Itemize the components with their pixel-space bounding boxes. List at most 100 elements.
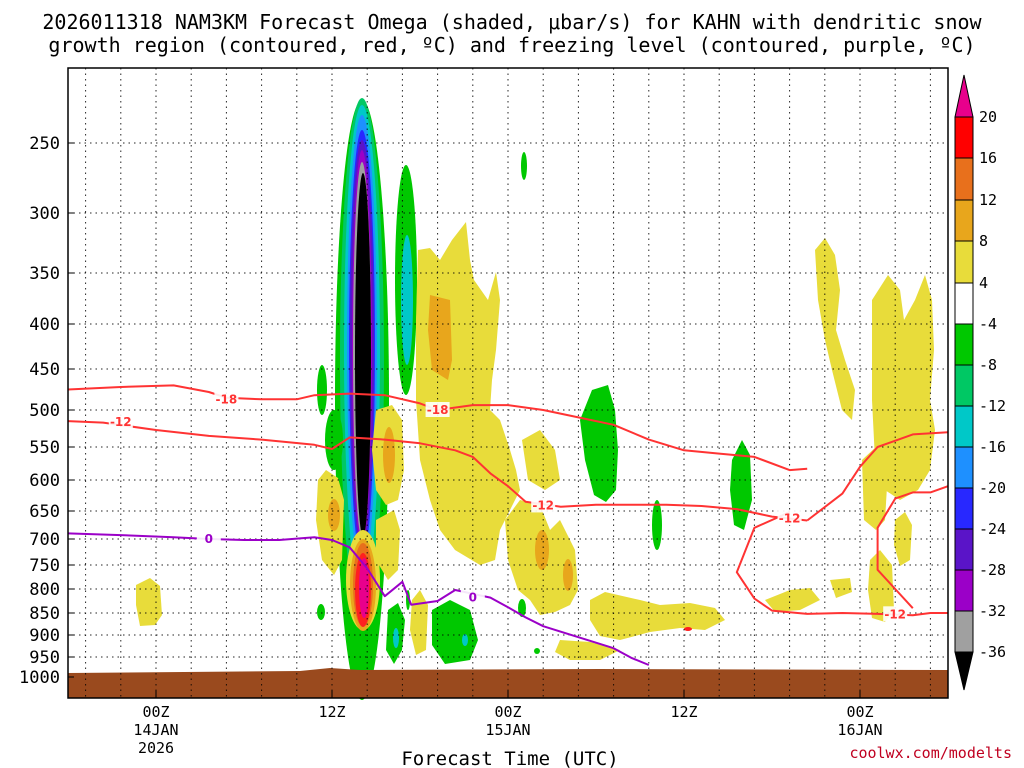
y-tick-label-900: 900 [29,626,60,646]
x-tick-label-0: 00Z [142,703,169,721]
omega-yellow-center-2 [522,430,560,490]
colorbar-label-10: -24 [979,520,1006,538]
y-tick-label-950: 950 [29,648,60,668]
omega-green-top-dot [521,152,527,180]
y-tick-label-350: 350 [29,264,60,284]
omega-yellow-east-3 [862,445,888,530]
contour-label-7: 0 [469,591,477,605]
contour-line-5 [67,532,650,666]
omega-column-core [355,173,371,537]
omega-green-center-2 [730,440,752,530]
y-tick-label-600: 600 [29,471,60,491]
colorbar-bottom-arrow [954,651,974,691]
x-tick-year-0: 2026 [138,739,174,757]
x-axis-label: Forecast Time (UTC) [401,748,618,768]
omega-orange-center-1 [535,530,549,570]
colorbar-segment-7 [954,405,974,448]
contour-lines: -18 -18 -12 -12 -12 -12 0 0 [67,384,949,666]
omega-yellow-bottom-band-2 [555,640,620,660]
omega-yellow-lower-mid [410,590,428,655]
colorbar-segment-6 [954,364,974,407]
x-tick-date-0: 14JAN [133,721,178,739]
y-tick-label-850: 850 [29,604,60,624]
colorbar-segment-1 [954,157,974,201]
grid-lines [68,68,948,698]
y-tick-label-550: 550 [29,438,60,458]
colorbar-segment-0 [954,116,974,159]
colorbar-label-0: 20 [979,108,997,126]
omega-green-blob-2 [325,410,343,470]
colorbar-label-4: 4 [979,274,988,292]
y-tick-label-800: 800 [29,580,60,600]
contour-label-bg-1 [425,402,450,417]
omega-updraft2-cyan [401,235,413,365]
contour-line-2 [735,511,948,617]
omega-yellow-left-spot [136,578,162,626]
x-tick-label-4: 00Z [846,703,873,721]
y-tick-label-250: 250 [29,134,60,154]
y-tick-labels: 2503003504004505005506006507007508008509… [19,134,74,688]
y-tick-label-1000: 1000 [19,668,60,688]
omega-green-center-3 [652,500,662,550]
omega-green-bottom-1 [432,600,478,664]
omega-green-blob-1 [317,365,327,415]
y-tick-label-750: 750 [29,556,60,576]
contour-label-bg-6 [196,531,221,546]
x-tick-date-2: 15JAN [485,721,530,739]
x-tick-date-4: 16JAN [837,721,882,739]
contour-label-bg-0 [214,391,239,407]
omega-orange-left-1 [328,499,340,531]
omega-cyan-bottom-1 [462,634,468,646]
colorbar-label-1: 16 [979,149,997,167]
contour-label-2: -12 [110,415,132,429]
y-tick-label-450: 450 [29,360,60,380]
omega-low-pink [359,558,369,618]
colorbar-label-6: -8 [979,356,997,374]
omega-green-blob-3 [317,604,325,620]
x-tick-label-2: 00Z [494,703,521,721]
colorbar-label-8: -16 [979,438,1006,456]
chart-title-line1: 2026011318 NAM3KM Forecast Omega (shaded… [42,10,982,34]
chart-title-line2: growth region (contoured, red, ºC) and f… [48,33,975,57]
y-tick-label-500: 500 [29,401,60,421]
contour-label-bg-3 [531,497,556,513]
contour-line-3 [806,431,949,522]
y-tick-label-300: 300 [29,204,60,224]
colorbar-label-7: -12 [979,397,1006,415]
x-tick-label-1: 12Z [318,703,345,721]
y-tick-label-650: 650 [29,502,60,522]
colorbar-label-2: 12 [979,191,997,209]
contour-label-bg-2 [108,413,133,429]
colorbar-label-9: -20 [979,479,1006,497]
x-tick-label-3: 12Z [670,703,697,721]
omega-orange-right-1 [383,427,395,483]
omega-yellow-band-east-2 [830,578,852,598]
contour-label-bg-5 [883,606,908,622]
contour-line-4 [876,485,949,609]
colorbar-segment-3 [954,240,974,284]
colorbar-label-5: -4 [979,315,997,333]
colorbar-segment-2 [954,199,974,242]
colorbar-label-11: -28 [979,561,1006,579]
contour-label-bg-4 [777,510,802,526]
colorbar-label-13: -36 [979,643,1006,661]
contour-label-3: -12 [532,498,554,512]
colorbar-segment-5 [954,323,974,366]
omega-orange-region-1 [428,295,452,380]
omega-yellow-east-4 [868,550,894,622]
colorbar-segment-8 [954,446,974,489]
contour-label-5: -12 [884,607,906,621]
y-tick-label-400: 400 [29,315,60,335]
colorbar-segment-4 [954,282,974,325]
omega-red-dot [684,627,692,631]
omega-shading [136,98,935,700]
omega-green-center-1 [580,385,618,502]
terrain [68,668,948,698]
colorbar-label-3: 8 [979,232,988,250]
omega-orange-center-2 [563,559,573,591]
contour-label-6: 0 [205,532,213,546]
omega-cyan-bottom-2 [393,628,399,648]
colorbar-top-arrow [954,74,974,118]
colorbar-segment-11 [954,569,974,612]
